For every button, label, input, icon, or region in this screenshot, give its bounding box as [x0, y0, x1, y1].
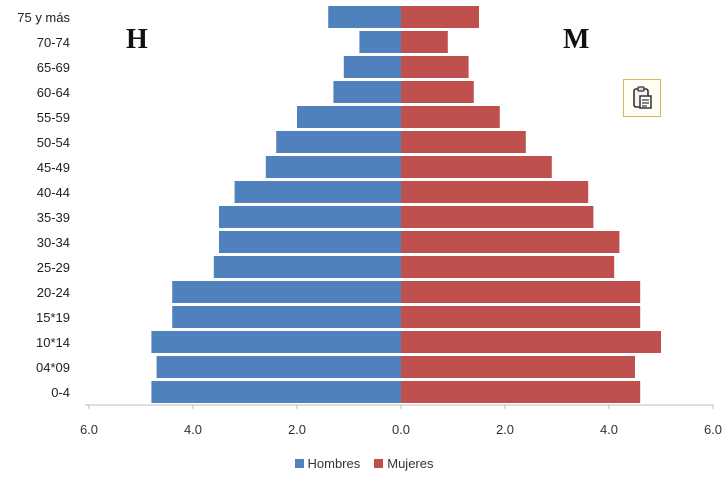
bar-hombres-3 — [333, 81, 401, 103]
female-side-label: M — [563, 24, 590, 55]
category-label-6: 45-49 — [37, 160, 70, 175]
legend-item-hombres: Hombres — [294, 456, 361, 471]
male-side-label: H — [126, 24, 148, 55]
bar-hombres-0 — [328, 6, 401, 28]
bar-hombres-1 — [359, 31, 401, 53]
category-label-2: 65-69 — [37, 60, 70, 75]
category-label-9: 30-34 — [37, 235, 70, 250]
bar-mujeres-6 — [401, 156, 552, 178]
category-label-4: 55-59 — [37, 110, 70, 125]
bar-mujeres-14 — [401, 356, 635, 378]
bar-mujeres-9 — [401, 231, 620, 253]
bar-mujeres-2 — [401, 56, 469, 78]
category-label-1: 70-74 — [37, 35, 70, 50]
bar-hombres-5 — [276, 131, 401, 153]
legend-swatch-hombres — [294, 459, 304, 468]
paste-options-icon[interactable] — [623, 79, 661, 117]
category-label-12: 15*19 — [36, 310, 70, 325]
bar-mujeres-3 — [401, 81, 474, 103]
bar-mujeres-10 — [401, 256, 615, 278]
category-label-3: 60-64 — [37, 85, 70, 100]
category-label-11: 20-24 — [37, 285, 70, 300]
category-label-15: 0-4 — [51, 385, 70, 400]
bar-hombres-14 — [156, 356, 401, 378]
category-label-5: 50-54 — [37, 135, 70, 150]
bar-mujeres-12 — [401, 306, 641, 328]
category-label-13: 10*14 — [36, 335, 70, 350]
bar-mujeres-11 — [401, 281, 641, 303]
bar-hombres-4 — [297, 106, 401, 128]
bar-hombres-10 — [213, 256, 401, 278]
bar-hombres-11 — [172, 281, 401, 303]
clipboard-icon — [633, 86, 652, 109]
bar-hombres-12 — [172, 306, 401, 328]
bar-mujeres-1 — [401, 31, 448, 53]
x-tick-label-1: 4.0 — [184, 422, 202, 437]
category-label-0: 75 y más — [17, 10, 70, 25]
legend-label-hombres: Hombres — [307, 456, 361, 471]
x-tick-label-5: 4.0 — [600, 422, 618, 437]
bar-mujeres-15 — [401, 381, 641, 403]
x-tick-label-3: 0.0 — [392, 422, 410, 437]
category-label-8: 35-39 — [37, 210, 70, 225]
legend-label-mujeres: Mujeres — [387, 456, 434, 471]
bar-mujeres-8 — [401, 206, 594, 228]
x-tick-label-0: 6.0 — [80, 422, 98, 437]
bar-mujeres-4 — [401, 106, 500, 128]
category-label-14: 04*09 — [36, 360, 70, 375]
bar-hombres-8 — [219, 206, 401, 228]
chart-legend: Hombres Mujeres — [0, 456, 728, 471]
category-label-7: 40-44 — [37, 185, 70, 200]
x-tick-label-2: 2.0 — [288, 422, 306, 437]
bar-hombres-9 — [219, 231, 401, 253]
x-tick-label-6: 6.0 — [704, 422, 722, 437]
bar-mujeres-0 — [401, 6, 479, 28]
x-tick-label-4: 2.0 — [496, 422, 514, 437]
bar-mujeres-5 — [401, 131, 526, 153]
legend-item-mujeres: Mujeres — [374, 456, 434, 471]
bar-mujeres-13 — [401, 331, 661, 353]
bar-hombres-15 — [151, 381, 401, 403]
bar-mujeres-7 — [401, 181, 589, 203]
bar-hombres-7 — [234, 181, 401, 203]
bar-hombres-6 — [265, 156, 401, 178]
bar-hombres-2 — [343, 56, 401, 78]
bar-hombres-13 — [151, 331, 401, 353]
legend-swatch-mujeres — [374, 459, 384, 468]
category-label-10: 25-29 — [37, 260, 70, 275]
